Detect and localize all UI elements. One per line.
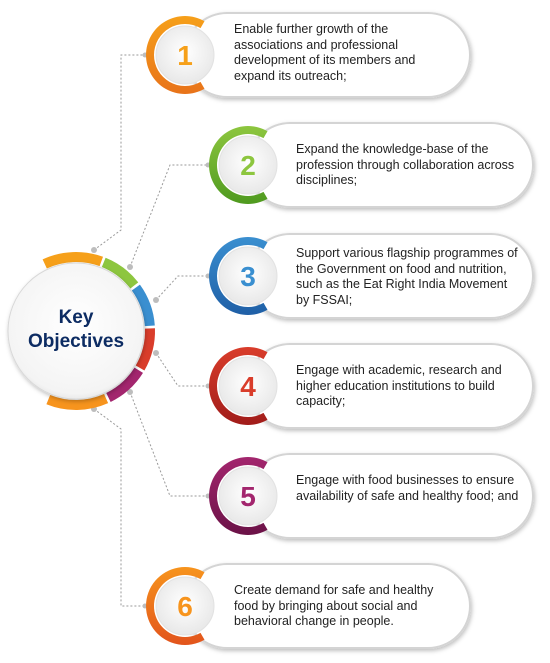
objective-number-5: 5 — [240, 481, 256, 512]
objective-ring-1 — [146, 16, 205, 94]
connector-dot-start-4 — [153, 350, 159, 356]
objective-number-4: 4 — [240, 371, 256, 402]
objective-item-4: 4 — [209, 343, 534, 429]
hub-title-line1: Key — [59, 307, 94, 328]
objective-ring-4 — [209, 347, 268, 425]
connector-line-6 — [93, 408, 145, 607]
objective-number-1: 1 — [177, 40, 193, 71]
objective-number-2: 2 — [240, 150, 256, 181]
objective-item-1: 1 — [146, 12, 471, 98]
objective-number-3: 3 — [240, 261, 256, 292]
objective-items: 1 2 3 4 5 6 — [145, 12, 534, 649]
objective-number-badge-6 — [155, 576, 215, 636]
hub-ring-segment-1 — [42, 252, 104, 269]
hub-ring-segment-4 — [135, 328, 155, 371]
hub-circle — [7, 262, 145, 400]
hub-ring — [42, 252, 155, 410]
objective-number-6: 6 — [177, 591, 193, 622]
hub-title-line2: Objectives — [28, 331, 124, 352]
objective-number-badge-2 — [218, 135, 278, 195]
connector-dot-start-1 — [91, 247, 97, 253]
objective-ring-2 — [209, 125, 268, 204]
hub-ring-segment-6 — [46, 394, 109, 410]
hub-ring-segment-2 — [101, 257, 139, 289]
objective-text-6: Create demand for safe and healthy food … — [234, 583, 434, 628]
connector-line-4 — [155, 352, 208, 387]
objective-number-badge-3 — [218, 246, 278, 306]
objective-ring-5 — [209, 456, 268, 535]
objective-text-4: Engage with academic, research and highe… — [296, 363, 502, 408]
objective-ring-6 — [145, 567, 205, 645]
connector-line-5 — [129, 391, 208, 497]
objective-item-5: 5 — [209, 453, 534, 539]
objective-number-badge-1 — [155, 25, 215, 85]
connector-line-3 — [155, 275, 208, 301]
objective-text-2: Expand the knowledge-base of the profess… — [296, 142, 515, 187]
objective-item-2: 2 — [209, 122, 534, 208]
objective-ring-3 — [209, 237, 268, 315]
connector-dot-start-2 — [127, 264, 133, 270]
objective-number-badge-4 — [218, 356, 278, 416]
objective-number-badge-5 — [218, 466, 278, 526]
objective-item-3: 3 — [209, 233, 534, 319]
objective-text-5: Engage with food businesses to ensure av… — [296, 473, 519, 503]
connector-line-1 — [93, 54, 145, 251]
connector-line-2 — [129, 164, 208, 268]
objective-item-6: 6 — [145, 563, 471, 649]
hub-ring-segment-3 — [131, 284, 155, 327]
hub-ring-segment-5 — [106, 367, 143, 403]
connector-dot-start-5 — [127, 389, 133, 395]
connector-dot-start-3 — [153, 297, 159, 303]
objective-text-1: Enable further growth of the association… — [234, 22, 416, 83]
objective-text-3: Support various flagship programmes of t… — [296, 246, 518, 307]
